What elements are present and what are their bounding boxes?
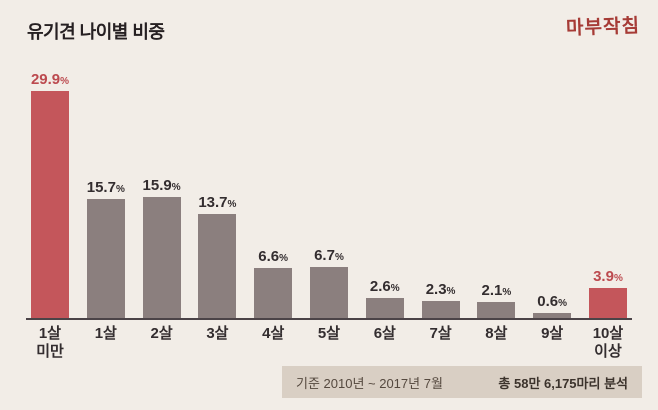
bar-group: 0.6% (528, 293, 576, 318)
bar-value-label: 2.3% (425, 281, 456, 298)
total-analyzed-note: 총 58만 6,175마리 분석 (498, 375, 628, 391)
category-label: 8살 (485, 325, 508, 342)
bar-value-label: 15.9% (142, 177, 181, 194)
bar-value-label: 15.7% (86, 179, 125, 196)
page-title: 유기견 나이별 비중 (27, 22, 165, 42)
plot-area: 29.9% 15.7% 15.9% 13.7% 6.6% 6.7% 2.6% 2.3% 2.1%… (26, 62, 632, 320)
source-note-bar: 기준 2010년 ~ 2017년 7월 총 58만 6,175마리 분석 (282, 366, 642, 398)
bar-group: 6.6% (249, 248, 297, 318)
category-label: 9살 (541, 325, 564, 342)
bar (588, 288, 627, 318)
bar (142, 197, 181, 318)
bar-value-label: 2.6% (369, 278, 400, 295)
bar (477, 302, 516, 318)
category-label: 6살 (373, 325, 396, 342)
bar-value-label: 3.9% (593, 268, 623, 285)
bar (533, 313, 572, 318)
bar-value-label: 6.7% (314, 247, 344, 264)
bar-group: 2.1% (472, 282, 520, 318)
bar (309, 267, 348, 318)
bar-group: 6.7% (305, 247, 353, 318)
bar-group: 13.7% (193, 194, 241, 318)
bar-group: 15.7% (82, 179, 130, 318)
bar (198, 214, 237, 318)
bar-value-label: 0.6% (537, 293, 568, 310)
category-label: 2살 (150, 325, 173, 342)
bar-value-label: 29.9% (30, 71, 70, 88)
mabu-jakchim-logo: 마부작침 (565, 14, 641, 40)
category-label: 7살 (429, 325, 452, 342)
bar (421, 301, 460, 318)
category-labels: 1살 미만 1살 2살 3살 4살 5살 6살 7살 8살 9살 10살 이상 (26, 320, 632, 361)
bar-group: 2.3% (417, 281, 465, 318)
bar (86, 199, 125, 318)
category-label: 1살 미만 (36, 325, 64, 360)
category-label: 5살 (317, 325, 341, 342)
bar (31, 91, 69, 318)
bar-group: 15.9% (138, 177, 186, 318)
bar-value-label: 6.6% (258, 248, 289, 265)
date-range-note: 기준 2010년 ~ 2017년 7월 (296, 375, 443, 391)
bar-chart: 29.9% 15.7% 15.9% 13.7% 6.6% 6.7% 2.6% 2.3% 2.1%… (26, 62, 632, 361)
bar-group: 2.6% (361, 278, 409, 318)
category-label: 3살 (206, 325, 229, 342)
bar (254, 268, 293, 318)
bar-value-label: 2.1% (481, 282, 512, 299)
category-label: 1살 (94, 325, 117, 342)
bar (365, 298, 404, 318)
bar-group: 29.9% (26, 71, 74, 318)
bar-group: 3.9% (584, 268, 632, 318)
category-label: 10살 이상 (592, 325, 624, 360)
bar-value-label: 13.7% (198, 194, 237, 211)
category-label: 4살 (262, 325, 285, 342)
